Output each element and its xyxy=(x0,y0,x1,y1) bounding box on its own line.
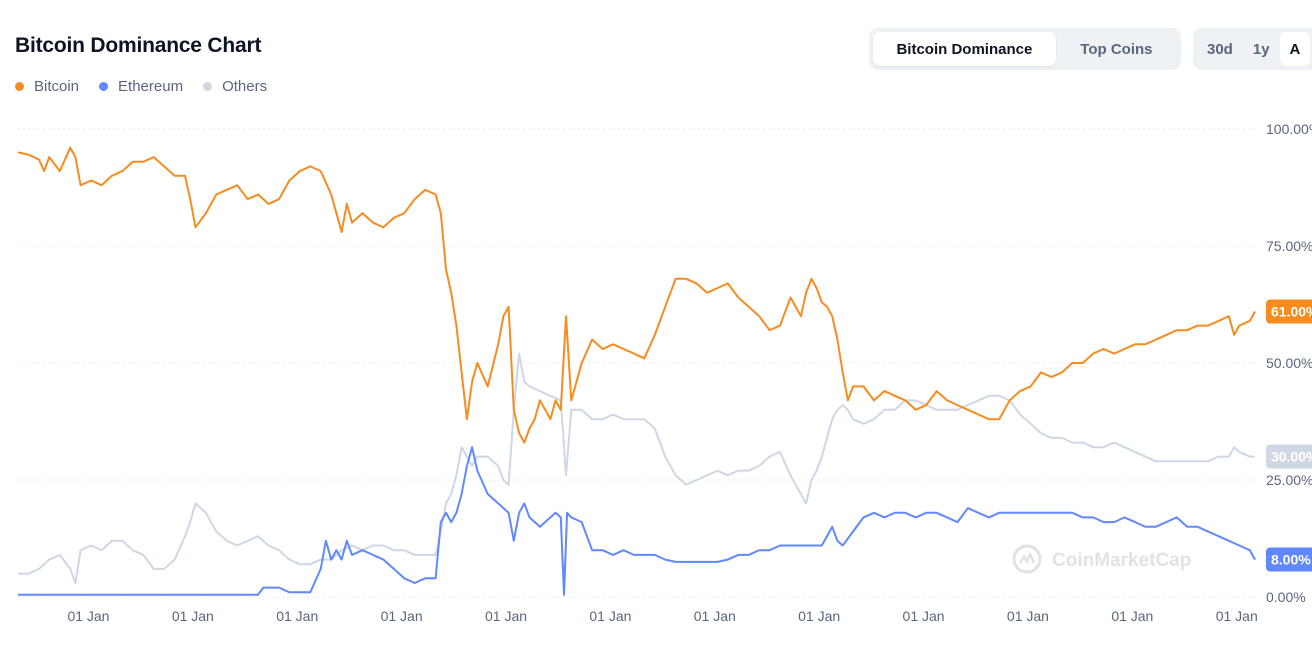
range-1y-button[interactable]: 1y xyxy=(1252,40,1270,58)
series-line-bitcoin xyxy=(17,146,1256,444)
tab-top-coins[interactable]: Top Coins xyxy=(1080,40,1153,58)
watermark-text: CoinMarketCap xyxy=(1052,550,1191,571)
legend-item-bitcoin[interactable]: Bitcoin xyxy=(15,78,79,95)
value-tag-background xyxy=(1266,547,1312,572)
y-axis-ticks: 100.00% 75.00% 50.00% 25.00% 0.00% xyxy=(1266,121,1312,605)
x-tick-label: 01 Jan xyxy=(798,608,840,624)
x-tick-label: 01 Jan xyxy=(1007,608,1049,624)
legend-item-others[interactable]: Others xyxy=(203,78,267,95)
value-tag-ethereum: 8.00% xyxy=(1266,547,1312,572)
time-range-selector: 30d 1y A xyxy=(1193,28,1312,70)
y-tick-label: 100.00% xyxy=(1266,121,1312,137)
legend-label-others: Others xyxy=(222,78,268,95)
y-tick-label: 50.00% xyxy=(1266,355,1312,371)
chart-legend: Bitcoin Ethereum Others xyxy=(15,78,267,95)
value-tag-label: 30.00% xyxy=(1271,449,1312,465)
series-line-ethereum xyxy=(18,446,1256,596)
value-tag-label: 8.00% xyxy=(1271,552,1311,568)
ethereum-legend-dot-icon xyxy=(99,82,109,91)
value-tag-background xyxy=(1266,444,1312,469)
legend-item-ethereum[interactable]: Ethereum xyxy=(99,78,183,95)
y-tick-label: 75.00% xyxy=(1266,238,1312,254)
others-legend-dot-icon xyxy=(203,82,213,91)
range-all-button[interactable]: A xyxy=(1279,32,1311,66)
series-line-others xyxy=(18,352,1255,584)
range-30d-button[interactable]: 30d xyxy=(1207,40,1233,58)
value-tag-bitcoin: 61.00% xyxy=(1266,299,1312,324)
coinmarketcap-logo-icon xyxy=(1012,544,1042,574)
y-tick-label: 0.00% xyxy=(1266,589,1306,605)
x-tick-label: 01 Jan xyxy=(903,608,945,624)
x-axis-ticks: 01 Jan 01 Jan 01 Jan 01 Jan 01 Jan 01 Jan 01 J… xyxy=(67,608,1257,624)
value-tag-background xyxy=(1266,299,1312,324)
x-tick-label: 01 Jan xyxy=(694,608,736,624)
current-value-tags: 61.00% 30.00% 8.00% xyxy=(1266,299,1312,572)
x-tick-label: 01 Jan xyxy=(172,608,214,624)
legend-label-ethereum: Ethereum xyxy=(118,78,184,95)
x-tick-label: 01 Jan xyxy=(1216,608,1258,624)
tab-bitcoin-dominance[interactable]: Bitcoin Dominance xyxy=(873,32,1056,66)
x-tick-label: 01 Jan xyxy=(381,608,423,624)
chart-title: Bitcoin Dominance Chart xyxy=(15,34,262,57)
x-tick-label: 01 Jan xyxy=(276,608,318,624)
chart-series xyxy=(17,146,1256,596)
x-tick-label: 01 Jan xyxy=(485,608,527,624)
coinmarketcap-watermark: CoinMarketCap xyxy=(1012,544,1191,574)
value-tag-label: 61.00% xyxy=(1271,304,1312,320)
chart-grid xyxy=(18,128,1255,598)
chart-type-tabs: Bitcoin Dominance Top Coins xyxy=(869,28,1181,70)
x-tick-label: 01 Jan xyxy=(589,608,631,624)
bitcoin-legend-dot-icon xyxy=(15,82,24,91)
y-tick-label: 25.00% xyxy=(1266,472,1312,488)
value-tag-others: 30.00% xyxy=(1266,444,1312,469)
legend-label-bitcoin: Bitcoin xyxy=(34,78,80,95)
x-tick-label: 01 Jan xyxy=(67,608,109,624)
x-tick-label: 01 Jan xyxy=(1111,608,1153,624)
